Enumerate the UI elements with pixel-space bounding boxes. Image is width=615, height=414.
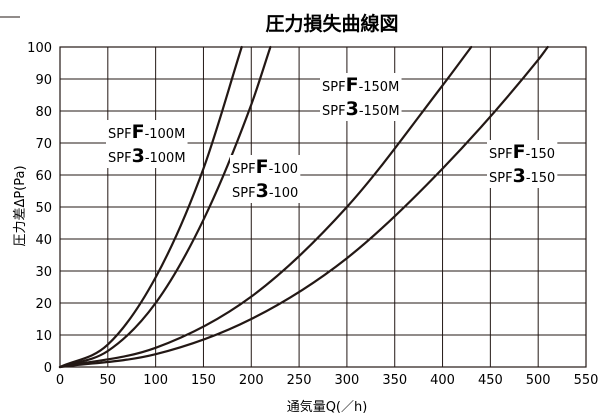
series-label-part: SPF xyxy=(489,147,513,162)
series-label-part: SPF xyxy=(232,186,256,201)
x-tick-label: 300 xyxy=(334,373,359,388)
series-label-part: SPF xyxy=(322,80,346,95)
x-axis-label: 通気量Q(／h) xyxy=(287,399,368,414)
x-tick-label: 450 xyxy=(478,373,503,388)
series-label-part: SPF xyxy=(108,127,132,142)
series-label-1: SPFF-100M SPF3-100M xyxy=(106,120,188,168)
x-tick-label: 200 xyxy=(239,373,264,388)
series-label-part: F xyxy=(513,141,526,163)
series-label-part: -100M xyxy=(145,127,186,142)
y-tick-label: 50 xyxy=(35,201,52,216)
series-label-2: SPFF-100 SPF3-100 xyxy=(230,155,300,203)
x-tick-label: 100 xyxy=(143,373,168,388)
y-tick-label: 20 xyxy=(35,297,52,312)
x-tick-label: 500 xyxy=(526,373,551,388)
x-tick-label: 350 xyxy=(382,373,407,388)
series-label-part: 3 xyxy=(256,180,269,202)
series-label-part: SPF xyxy=(489,171,513,186)
y-tick-label: 100 xyxy=(27,41,52,56)
y-axis-label: 圧力差ΔP(Pa) xyxy=(13,165,28,246)
y-tick-label: 10 xyxy=(35,329,52,344)
series-label-part: -150M xyxy=(359,104,400,119)
y-tick-label: 40 xyxy=(35,233,52,248)
x-tick-label: 0 xyxy=(56,373,64,388)
series-label-part: -150M xyxy=(359,80,400,95)
series-label-part: 3 xyxy=(346,98,359,120)
y-tick-label: 0 xyxy=(44,361,52,376)
series-label-part: 3 xyxy=(513,165,526,187)
series-label-part: SPF xyxy=(322,104,346,119)
x-tick-label: 150 xyxy=(191,373,216,388)
series-label-part: -100M xyxy=(145,151,186,166)
x-tick-label: 400 xyxy=(430,373,455,388)
series-label-part: -150 xyxy=(526,147,556,162)
x-tick-label: 250 xyxy=(287,373,312,388)
series-label-part: 3 xyxy=(132,145,145,167)
series-label-part: -100 xyxy=(269,186,299,201)
series-labels: SPFF-100MSPF3-100MSPFF-100SPF3-100SPFF-1… xyxy=(106,73,557,203)
series-label-part: -150 xyxy=(526,171,556,186)
series-label-part: F xyxy=(346,74,359,96)
series-label-part: SPF xyxy=(232,162,256,177)
y-tick-label: 30 xyxy=(35,265,52,280)
series-label-part: F xyxy=(256,156,269,178)
x-tick-label: 550 xyxy=(574,373,599,388)
series-label-part: SPF xyxy=(108,151,132,166)
chart-title: 圧力損失曲線図 xyxy=(265,12,398,35)
x-tick-label: 50 xyxy=(100,373,117,388)
y-tick-label: 60 xyxy=(35,169,52,184)
tick-labels: 0 10 20 30 40 50 60 70 80 90 100 0 50 100 150 200 250 300… xyxy=(27,41,598,388)
series-label-part: F xyxy=(132,121,145,143)
series-label-4: SPFF-150 SPF3-150 xyxy=(487,140,557,188)
y-tick-label: 70 xyxy=(35,137,52,152)
series-label-part: -100 xyxy=(269,162,299,177)
y-tick-label: 80 xyxy=(35,105,52,120)
y-tick-label: 90 xyxy=(35,73,52,88)
series-label-3: SPFF-150M SPF3-150M xyxy=(320,73,402,121)
